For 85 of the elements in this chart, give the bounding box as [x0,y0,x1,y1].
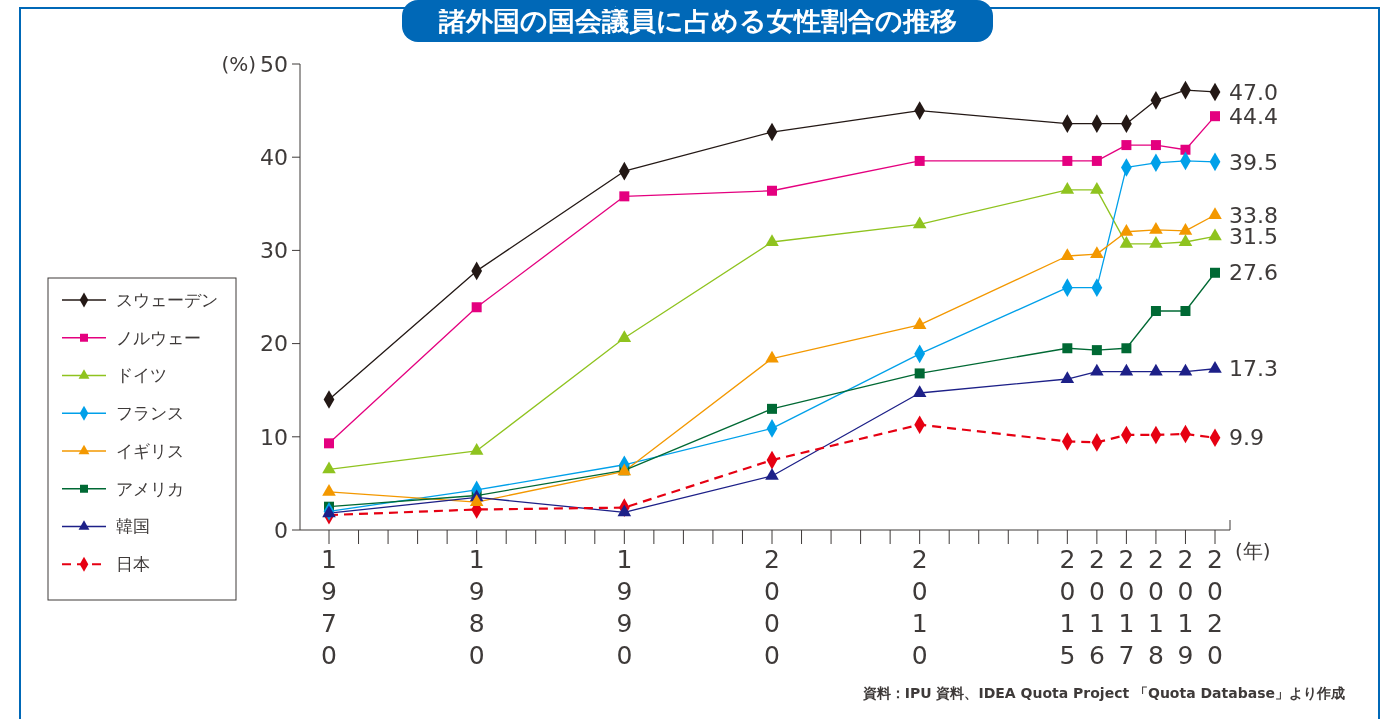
point [1060,181,1075,194]
data-label: 39.5 [1229,149,1278,175]
point [765,468,779,480]
data-label: 47.0 [1229,79,1278,105]
point [469,494,484,506]
legend-label: イギリス [116,440,184,461]
x-tick-label: 2017 [1118,545,1135,670]
y-tick-label: 40 [260,144,288,170]
point [767,403,777,414]
y-tick-label: 0 [274,517,288,543]
x-tick-label: 2019 [1177,545,1194,670]
point [469,442,484,455]
point [1091,345,1102,356]
point [914,155,925,166]
point [1121,343,1132,354]
point [912,216,927,229]
point [1121,140,1132,151]
point [1149,363,1163,376]
point [765,350,779,363]
point [617,330,632,342]
point [617,504,632,517]
x-tick-label: 1990 [616,545,633,670]
point [1090,246,1104,259]
point [1091,155,1102,166]
x-tick-label: 2020 [1207,545,1223,670]
point [1150,140,1161,151]
y-tick-label: 50 [260,51,288,77]
point [1178,363,1193,376]
x-tick-label: 1980 [468,545,485,670]
point [1208,360,1222,373]
x-tick-label: 2016 [1088,545,1105,670]
legend-label: 日本 [116,554,150,575]
point [1208,207,1222,219]
point [1090,181,1104,194]
point [1208,228,1222,241]
text: 資料：IPU 資料、IDEA Quota Project 「Quota Database」より作成 [861,685,1345,701]
point [1090,363,1104,376]
point [322,483,336,496]
point [1149,236,1163,248]
y-axis-title: (%) [221,52,256,76]
point [619,191,630,202]
point [912,385,927,397]
point [1060,248,1075,260]
point [767,185,777,196]
point [1119,223,1134,236]
point [324,438,334,449]
legend-label: フランス [116,403,184,424]
legend-label: 韓国 [116,516,150,537]
point [1210,111,1220,122]
point [1119,363,1134,376]
point [1210,267,1220,278]
point [1060,371,1075,383]
data-label: 17.3 [1229,356,1278,382]
point [1062,343,1073,354]
x-tick-label: 2010 [911,545,928,670]
y-tick-label: 10 [260,424,288,450]
point [1149,222,1163,234]
point [322,461,336,474]
data-label: 44.4 [1229,103,1278,129]
x-tick-label: 2000 [764,545,780,670]
chart-title: 諸外国の国会議員に占める女性割合の推移 [438,5,957,36]
point [471,302,482,313]
point [1178,234,1193,246]
point [1062,155,1073,166]
point [1150,305,1161,316]
x-tick-label: 2018 [1147,545,1164,670]
point [1180,144,1191,155]
point [765,234,779,246]
point [914,368,925,379]
x-tick-label: 2015 [1059,545,1076,670]
point [1180,305,1191,316]
legend-label: スウェーデン [116,289,218,310]
legend-label: アメリカ [116,478,184,499]
y-tick-label: 30 [260,238,288,264]
legend-label: ドイツ [116,365,167,386]
point [1119,236,1134,248]
title-banner: 諸外国の国会議員に占める女性割合の推移 [402,0,993,42]
legend-label: ノルウェー [116,327,201,348]
x-tick-label: 1970 [321,545,337,670]
point [912,317,927,329]
data-label: 9.9 [1229,425,1264,451]
point [1178,222,1193,235]
x-axis-title: (年) [1235,539,1271,563]
y-tick-label: 20 [260,331,288,357]
data-label: 27.6 [1229,260,1278,286]
